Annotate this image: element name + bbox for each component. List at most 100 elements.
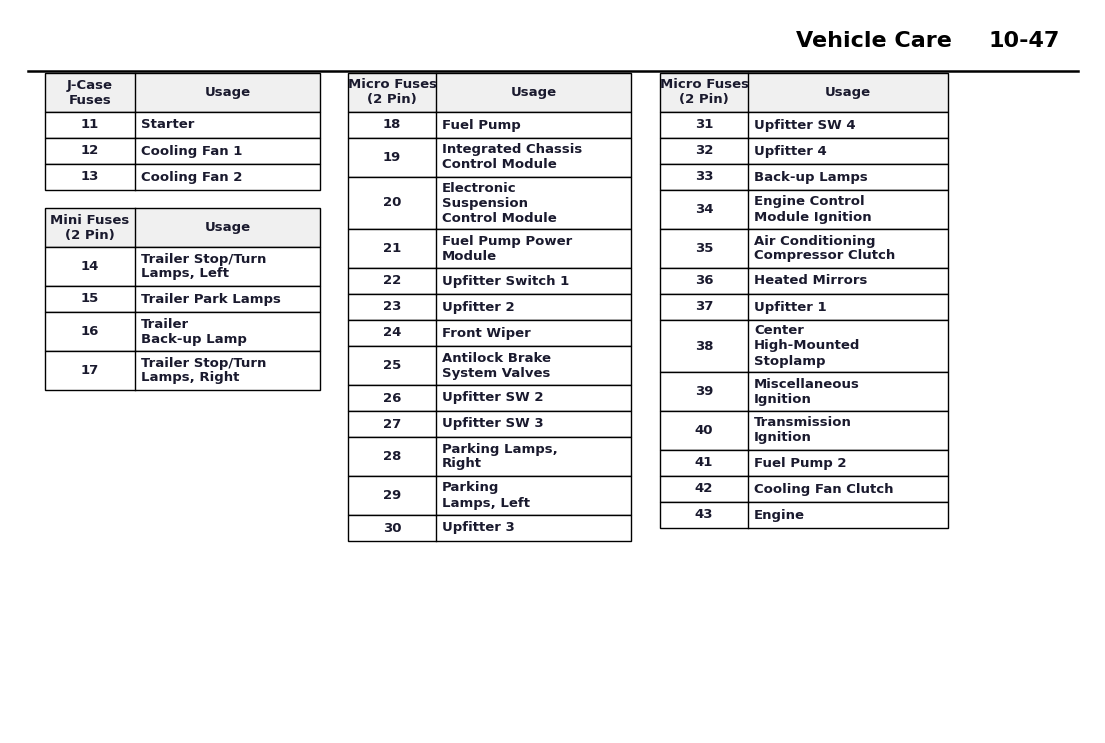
Text: 34: 34: [695, 203, 713, 216]
Text: 15: 15: [81, 293, 99, 305]
Text: Integrated Chassis
Control Module: Integrated Chassis Control Module: [442, 143, 582, 172]
Bar: [660, 268, 948, 294]
Bar: [348, 268, 631, 294]
Text: 17: 17: [81, 364, 99, 377]
Text: 24: 24: [382, 326, 401, 340]
Text: Micro Fuses
(2 Pin): Micro Fuses (2 Pin): [347, 79, 436, 106]
Text: 11: 11: [81, 118, 99, 132]
Bar: [45, 73, 320, 112]
Bar: [660, 112, 948, 138]
Bar: [348, 346, 631, 385]
Bar: [348, 437, 631, 476]
Bar: [660, 476, 948, 502]
Text: 40: 40: [695, 424, 713, 437]
Bar: [348, 229, 631, 268]
Bar: [660, 294, 948, 320]
Bar: [45, 138, 320, 164]
Text: 12: 12: [81, 144, 99, 158]
Bar: [348, 515, 631, 541]
Text: 19: 19: [382, 151, 401, 164]
Text: Antilock Brake
System Valves: Antilock Brake System Valves: [442, 351, 551, 380]
Bar: [348, 411, 631, 437]
Text: Heated Mirrors: Heated Mirrors: [754, 274, 867, 288]
Text: 21: 21: [382, 242, 401, 255]
Bar: [348, 73, 631, 112]
Text: Usage: Usage: [825, 86, 871, 99]
Text: Starter: Starter: [141, 118, 194, 132]
Text: Engine Control
Module Ignition: Engine Control Module Ignition: [754, 195, 872, 224]
Bar: [660, 372, 948, 411]
Bar: [660, 138, 948, 164]
Text: 27: 27: [382, 418, 401, 430]
Text: Fuel Pump Power
Module: Fuel Pump Power Module: [442, 235, 572, 262]
Text: Air Conditioning
Compressor Clutch: Air Conditioning Compressor Clutch: [754, 235, 895, 262]
Text: 41: 41: [695, 456, 713, 470]
Text: 37: 37: [695, 300, 713, 314]
Bar: [660, 190, 948, 229]
Bar: [348, 112, 631, 138]
Text: 26: 26: [382, 392, 401, 404]
Text: Trailer Stop/Turn
Lamps, Left: Trailer Stop/Turn Lamps, Left: [141, 253, 266, 281]
Text: 25: 25: [382, 359, 401, 372]
Text: Parking Lamps,
Right: Parking Lamps, Right: [442, 443, 558, 470]
Text: 36: 36: [695, 274, 713, 288]
Text: Engine: Engine: [754, 508, 806, 522]
Text: Micro Fuses
(2 Pin): Micro Fuses (2 Pin): [660, 79, 748, 106]
Text: 39: 39: [695, 385, 713, 398]
Text: Trailer Park Lamps: Trailer Park Lamps: [141, 293, 281, 305]
Text: 31: 31: [695, 118, 713, 132]
Text: 30: 30: [382, 522, 401, 534]
Text: 14: 14: [81, 260, 99, 273]
Text: 20: 20: [382, 196, 401, 210]
Text: Center
High-Mounted
Stoplamp: Center High-Mounted Stoplamp: [754, 325, 861, 368]
Text: Fuel Pump: Fuel Pump: [442, 118, 520, 132]
Text: Cooling Fan 1: Cooling Fan 1: [141, 144, 242, 158]
Text: Upfitter SW 3: Upfitter SW 3: [442, 418, 544, 430]
Bar: [660, 229, 948, 268]
Bar: [348, 385, 631, 411]
Text: 29: 29: [382, 489, 401, 502]
Bar: [660, 411, 948, 450]
Bar: [660, 320, 948, 372]
Text: Upfitter 2: Upfitter 2: [442, 300, 515, 314]
Text: Mini Fuses
(2 Pin): Mini Fuses (2 Pin): [51, 213, 129, 241]
Bar: [348, 138, 631, 177]
Text: 32: 32: [695, 144, 713, 158]
Text: 18: 18: [382, 118, 401, 132]
Text: 35: 35: [695, 242, 713, 255]
Text: Upfitter 4: Upfitter 4: [754, 144, 827, 158]
Text: Usage: Usage: [511, 86, 557, 99]
Bar: [45, 247, 320, 286]
Text: J-Case
Fuses: J-Case Fuses: [67, 79, 113, 106]
Bar: [660, 502, 948, 528]
Bar: [45, 208, 320, 247]
Bar: [45, 351, 320, 390]
Text: Transmission
Ignition: Transmission Ignition: [754, 417, 852, 444]
Text: Upfitter SW 4: Upfitter SW 4: [754, 118, 855, 132]
Bar: [660, 73, 948, 112]
Bar: [45, 164, 320, 190]
Text: 16: 16: [81, 325, 99, 338]
Text: 13: 13: [81, 170, 99, 184]
Text: 23: 23: [382, 300, 401, 314]
Bar: [45, 286, 320, 312]
Text: Back-up Lamps: Back-up Lamps: [754, 170, 867, 184]
Bar: [660, 164, 948, 190]
Bar: [348, 177, 631, 229]
Text: Upfitter Switch 1: Upfitter Switch 1: [442, 274, 569, 288]
Text: Usage: Usage: [204, 86, 251, 99]
Text: 38: 38: [695, 340, 713, 352]
Text: Vehicle Care: Vehicle Care: [796, 31, 951, 51]
Text: Upfitter SW 2: Upfitter SW 2: [442, 392, 544, 404]
Bar: [348, 320, 631, 346]
Text: Trailer
Back-up Lamp: Trailer Back-up Lamp: [141, 317, 246, 345]
Text: Cooling Fan 2: Cooling Fan 2: [141, 170, 242, 184]
Text: Miscellaneous
Ignition: Miscellaneous Ignition: [754, 377, 860, 406]
Text: Usage: Usage: [204, 221, 251, 234]
Bar: [348, 476, 631, 515]
Text: Upfitter 1: Upfitter 1: [754, 300, 827, 314]
Text: Upfitter 3: Upfitter 3: [442, 522, 515, 534]
Text: 28: 28: [382, 450, 401, 463]
Text: Trailer Stop/Turn
Lamps, Right: Trailer Stop/Turn Lamps, Right: [141, 357, 266, 384]
Bar: [348, 294, 631, 320]
